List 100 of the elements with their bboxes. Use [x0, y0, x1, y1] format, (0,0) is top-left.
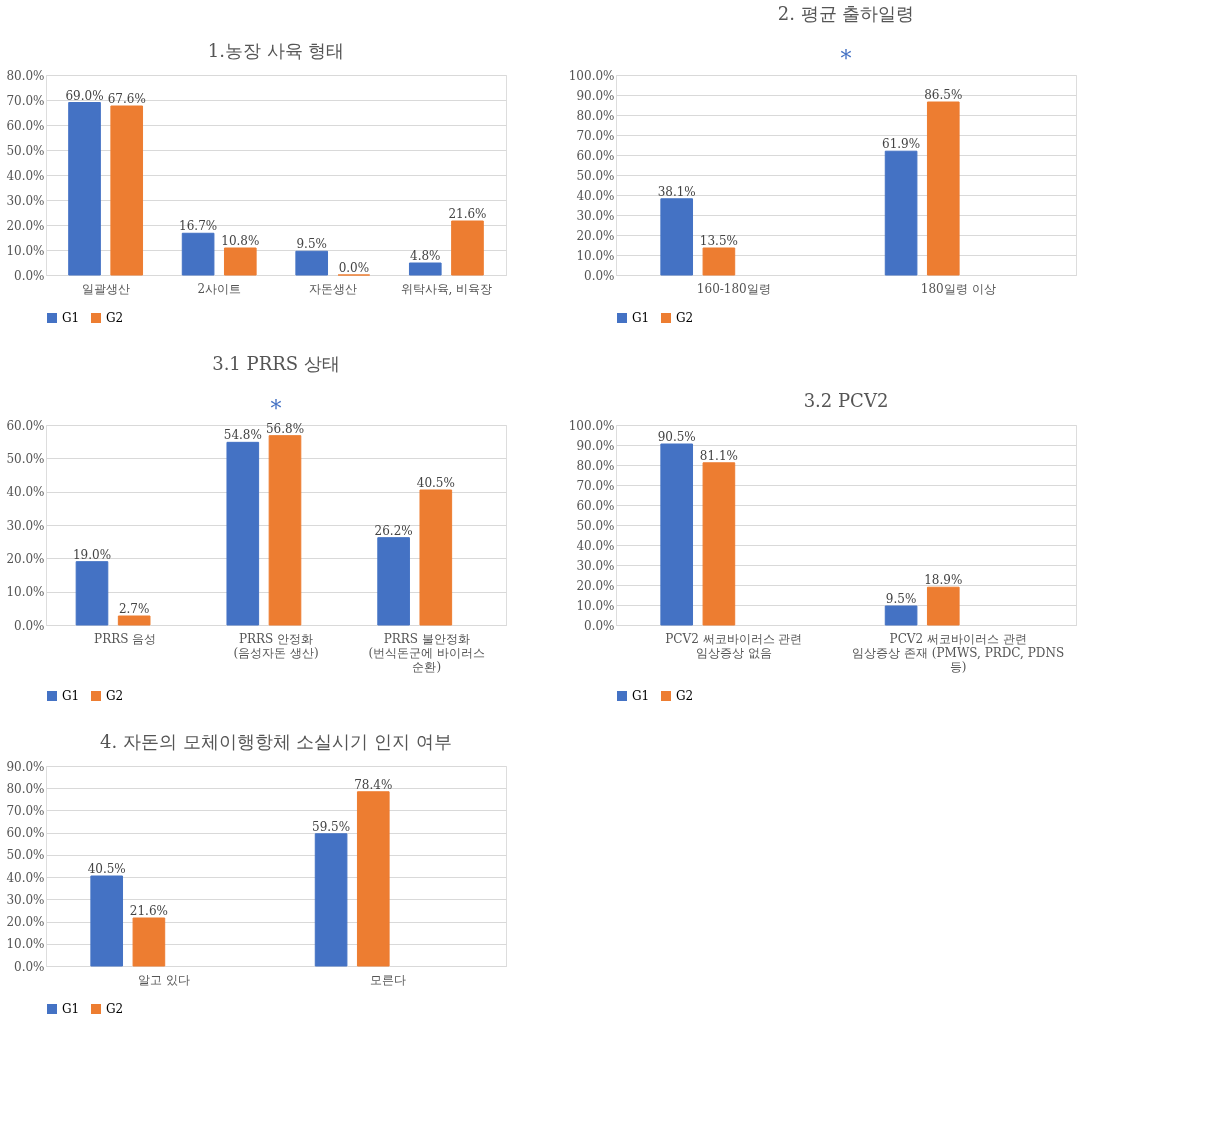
data-label: 18.9% [924, 573, 963, 588]
data-label: 78.4% [354, 777, 393, 792]
y-tick-label: 60.0% [6, 826, 45, 841]
y-tick-label: 10.0% [576, 598, 615, 613]
x-tick-label: 160-180일령 [696, 281, 771, 296]
legend-label: G2 [106, 311, 124, 325]
y-tick-label: 70.0% [576, 478, 615, 493]
bar [132, 917, 166, 967]
legend-label: G1 [632, 311, 650, 325]
legend-label: G1 [632, 689, 650, 703]
x-tick-label: PCV2 써코바이러스 관련 임상증상 없음 [665, 631, 803, 660]
data-label: 26.2% [374, 523, 413, 538]
y-tick-label: 80.0% [6, 68, 45, 83]
text: * [270, 396, 282, 421]
bar [419, 489, 453, 626]
x-tick-label: 모른다 [370, 972, 407, 987]
x-tick-label: PRRS 불안정화 (번식돈군에 바이러스 순환) [368, 631, 486, 674]
y-tick-label: 10.0% [576, 248, 615, 263]
y-tick-label: 80.0% [6, 781, 45, 796]
legend-label: G2 [106, 689, 124, 703]
x-tick-label: PRRS 안정화 (음성자돈 생산) [233, 631, 319, 660]
y-tick-label: 80.0% [576, 458, 615, 473]
y-tick-label: 10.0% [6, 243, 45, 258]
y-tick-label: 30.0% [6, 193, 45, 208]
chart-title: 3.2 PCV2 [803, 390, 889, 411]
bar [926, 101, 960, 276]
data-label: 19.0% [72, 547, 112, 562]
data-label: 40.5% [87, 862, 126, 876]
data-label: 2.7% [118, 602, 150, 616]
y-tick-label: 50.0% [6, 451, 45, 466]
bar [314, 833, 348, 967]
bar [377, 537, 410, 626]
y-tick-label: 20.0% [576, 228, 615, 243]
legend-label: G1 [62, 689, 80, 703]
bar [223, 247, 257, 276]
bar [226, 441, 260, 626]
y-tick-label: 0.0% [14, 618, 45, 633]
legend-label: G2 [676, 311, 694, 325]
y-tick-label: 80.0% [576, 108, 615, 123]
x-tick-label: 180일령 이상 [920, 281, 996, 296]
y-tick-label: 20.0% [6, 551, 45, 566]
data-label: 86.5% [924, 88, 963, 102]
y-tick-label: 0.0% [14, 959, 45, 974]
bar [90, 875, 124, 967]
bar [295, 250, 329, 276]
bar [110, 105, 144, 276]
y-tick-label: 20.0% [6, 218, 45, 233]
y-tick-label: 30.0% [576, 208, 615, 223]
data-label: 38.1% [657, 184, 696, 199]
data-label: 16.7% [179, 219, 218, 234]
y-tick-label: 30.0% [576, 558, 615, 573]
chart-title: 4. 자돈의 모체이행항체 소실시기 인지 여부 [100, 731, 452, 752]
y-tick-label: 40.0% [6, 168, 45, 183]
y-tick-label: 90.0% [6, 759, 45, 774]
text: * [840, 46, 852, 71]
y-tick-label: 50.0% [576, 168, 615, 183]
y-tick-label: 30.0% [6, 518, 45, 533]
x-tick-label: 알고 있다 [137, 972, 190, 987]
legend-label: G1 [62, 311, 80, 325]
y-tick-label: 60.0% [576, 148, 615, 163]
x-tick-label: PCV2 써코바이러스 관련 임상증상 존재 (PMWS, PRDC, PDNS 등) [852, 631, 1065, 674]
legend-label: G1 [62, 1002, 80, 1016]
bar [408, 262, 442, 276]
data-label: 40.5% [416, 476, 455, 490]
bar [884, 605, 918, 626]
data-label: 90.5% [657, 430, 696, 444]
y-tick-label: 70.0% [576, 128, 615, 143]
bar [702, 462, 736, 626]
bar [117, 615, 151, 626]
y-tick-label: 100.0% [568, 418, 615, 433]
bar [268, 435, 302, 626]
y-tick-label: 20.0% [576, 578, 615, 593]
y-tick-label: 90.0% [576, 438, 615, 453]
data-label: 21.6% [448, 207, 487, 221]
y-tick-label: 100.0% [568, 68, 615, 83]
data-label: 67.6% [107, 92, 146, 106]
data-label: 0.0% [338, 261, 370, 275]
y-tick-label: 60.0% [576, 498, 615, 513]
y-tick-label: 70.0% [6, 93, 45, 108]
y-tick-label: 60.0% [6, 418, 45, 433]
y-tick-label: 40.0% [6, 870, 45, 885]
data-label: 21.6% [129, 904, 168, 918]
y-tick-label: 50.0% [6, 848, 45, 863]
y-tick-label: 0.0% [14, 268, 45, 283]
bar [926, 586, 960, 626]
y-tick-label: 40.0% [576, 188, 615, 203]
y-tick-label: 40.0% [576, 538, 615, 553]
x-tick-label: 자돈생산 [308, 281, 357, 296]
y-tick-label: 90.0% [576, 88, 615, 103]
y-tick-label: 50.0% [6, 143, 45, 158]
bar [75, 561, 109, 626]
y-tick-label: 10.0% [6, 937, 45, 952]
y-tick-label: 60.0% [6, 118, 45, 133]
chart-title: 1.농장 사육 형태 [207, 40, 345, 61]
data-label: 10.8% [221, 234, 260, 248]
bar [884, 150, 918, 276]
bar [181, 232, 215, 276]
y-tick-label: 40.0% [6, 485, 45, 500]
data-label: 9.5% [885, 592, 917, 606]
data-label: 59.5% [312, 819, 351, 834]
